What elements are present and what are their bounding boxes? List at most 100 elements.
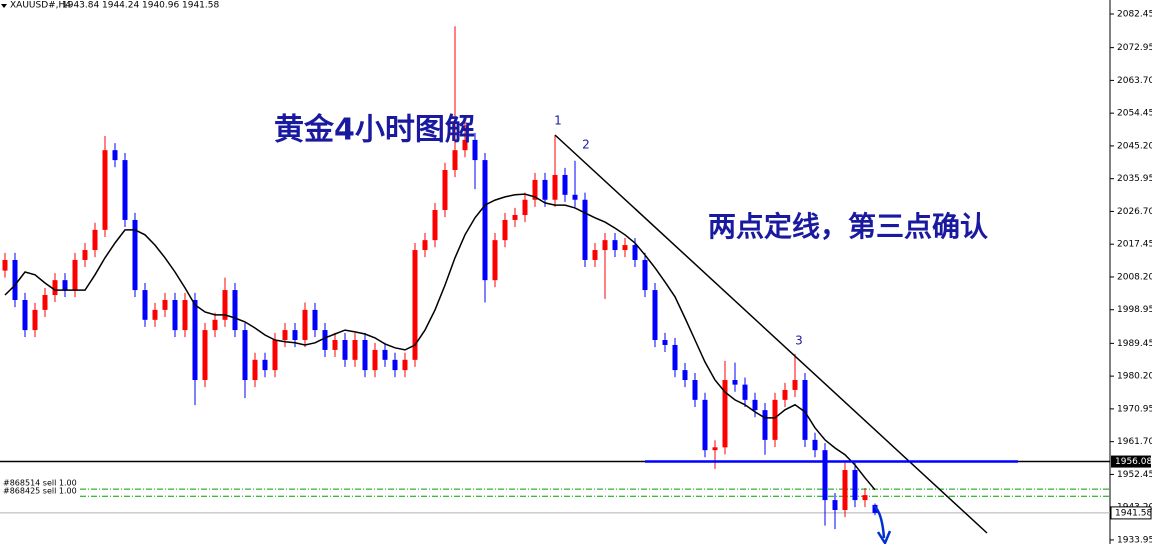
candle-body bbox=[532, 179, 538, 200]
candle-body bbox=[82, 250, 88, 260]
candle-body bbox=[502, 219, 508, 241]
candle-body bbox=[412, 250, 418, 360]
arrow-head bbox=[876, 530, 892, 544]
candle-body bbox=[642, 259, 648, 291]
y-tick-label: 2063.70 bbox=[1117, 76, 1152, 86]
candle-body bbox=[482, 160, 488, 281]
candle-body bbox=[802, 380, 808, 440]
candle-body bbox=[42, 295, 48, 310]
candle-body bbox=[232, 290, 238, 331]
candle-body bbox=[732, 380, 738, 385]
candle-body bbox=[522, 199, 528, 215]
high-value: 1944.24 bbox=[102, 1, 139, 11]
y-tick-label: 2008.20 bbox=[1117, 272, 1152, 282]
candle-body bbox=[312, 309, 318, 331]
trend-line bbox=[554, 134, 988, 534]
candle-body bbox=[462, 139, 468, 151]
candle-body bbox=[692, 380, 698, 400]
y-tick-label: 2054.45 bbox=[1117, 109, 1152, 119]
candle-body bbox=[442, 170, 448, 211]
order-label: #868514 sell 1.00 bbox=[3, 479, 77, 488]
candle-body bbox=[142, 290, 148, 320]
candle-body bbox=[702, 399, 708, 451]
candle-body bbox=[672, 344, 678, 371]
candle-body bbox=[402, 359, 408, 371]
y-tick-label: 1980.20 bbox=[1117, 372, 1152, 382]
candle-body bbox=[332, 340, 338, 350]
candle-body bbox=[722, 380, 728, 448]
candle-body bbox=[752, 399, 758, 411]
candle-body bbox=[302, 309, 308, 340]
candle-body bbox=[852, 469, 858, 501]
point-label: 2 bbox=[582, 138, 590, 152]
symbol: XAUUSD#,H4 bbox=[10, 1, 71, 11]
candle-body bbox=[872, 504, 878, 513]
close-value: 1941.58 bbox=[182, 1, 219, 11]
point-label: 1 bbox=[554, 114, 562, 128]
candle-body bbox=[192, 299, 198, 381]
candle-body bbox=[212, 319, 218, 331]
candle-body bbox=[122, 160, 128, 220]
candle-body bbox=[382, 349, 388, 360]
candle-body bbox=[612, 240, 618, 251]
candle-body bbox=[812, 439, 818, 451]
candle-body bbox=[132, 219, 138, 291]
candle-body bbox=[372, 349, 378, 371]
y-tick-label: 1989.45 bbox=[1117, 339, 1152, 349]
candle-body bbox=[822, 450, 828, 501]
chart-title: 黄金4小时图解 bbox=[274, 113, 475, 148]
candle-body bbox=[252, 359, 258, 381]
candle-body bbox=[262, 359, 268, 371]
candle-body bbox=[562, 174, 568, 195]
candle-body bbox=[92, 229, 98, 251]
candle-body bbox=[72, 259, 78, 291]
candle-body bbox=[282, 330, 288, 340]
candle-body bbox=[272, 340, 278, 371]
candle-body bbox=[792, 380, 798, 390]
candle-body bbox=[152, 309, 158, 320]
point-label: 3 bbox=[795, 334, 803, 348]
candle-body bbox=[782, 389, 788, 400]
y-tick-label: 2017.45 bbox=[1117, 240, 1152, 250]
candle-body bbox=[472, 139, 478, 161]
open-value: 1943.84 bbox=[62, 1, 99, 11]
candle-body bbox=[162, 299, 168, 310]
candle-body bbox=[12, 259, 18, 300]
y-tick-label: 2072.95 bbox=[1117, 43, 1152, 53]
candle-body bbox=[832, 500, 838, 510]
candle-body bbox=[342, 340, 348, 360]
candle-body bbox=[32, 309, 38, 331]
candle-body bbox=[842, 469, 848, 510]
candle-body bbox=[712, 447, 718, 451]
candle-body bbox=[222, 290, 228, 320]
y-tick-label: 2045.20 bbox=[1117, 141, 1152, 151]
annotation: 两点定线，第三点确认 bbox=[708, 210, 988, 243]
y-tick-label: 1961.70 bbox=[1117, 437, 1152, 447]
y-tick-label: 2035.95 bbox=[1117, 174, 1152, 184]
candle-body bbox=[552, 174, 558, 200]
arrow bbox=[873, 505, 886, 539]
candle-body bbox=[2, 259, 8, 271]
candle-body bbox=[572, 194, 578, 200]
level-label: 1956.08 bbox=[1115, 457, 1152, 467]
candle-body bbox=[172, 299, 178, 331]
candle-body bbox=[62, 280, 68, 291]
candle-body bbox=[242, 330, 248, 381]
y-tick-label: 1970.95 bbox=[1117, 404, 1152, 414]
candle-body bbox=[432, 210, 438, 241]
candle-body bbox=[352, 340, 358, 360]
candle-body bbox=[742, 384, 748, 400]
candle-body bbox=[452, 150, 458, 170]
candle-body bbox=[202, 330, 208, 381]
candle-body bbox=[362, 340, 368, 371]
candle-body bbox=[492, 240, 498, 281]
candle-body bbox=[602, 240, 608, 251]
candle-body bbox=[102, 150, 108, 230]
y-tick-label: 1933.95 bbox=[1117, 535, 1152, 544]
candle-body bbox=[662, 340, 668, 345]
order-label: #868425 sell 1.00 bbox=[3, 487, 77, 496]
moving-average bbox=[4, 193, 876, 491]
candle-body bbox=[52, 280, 58, 296]
